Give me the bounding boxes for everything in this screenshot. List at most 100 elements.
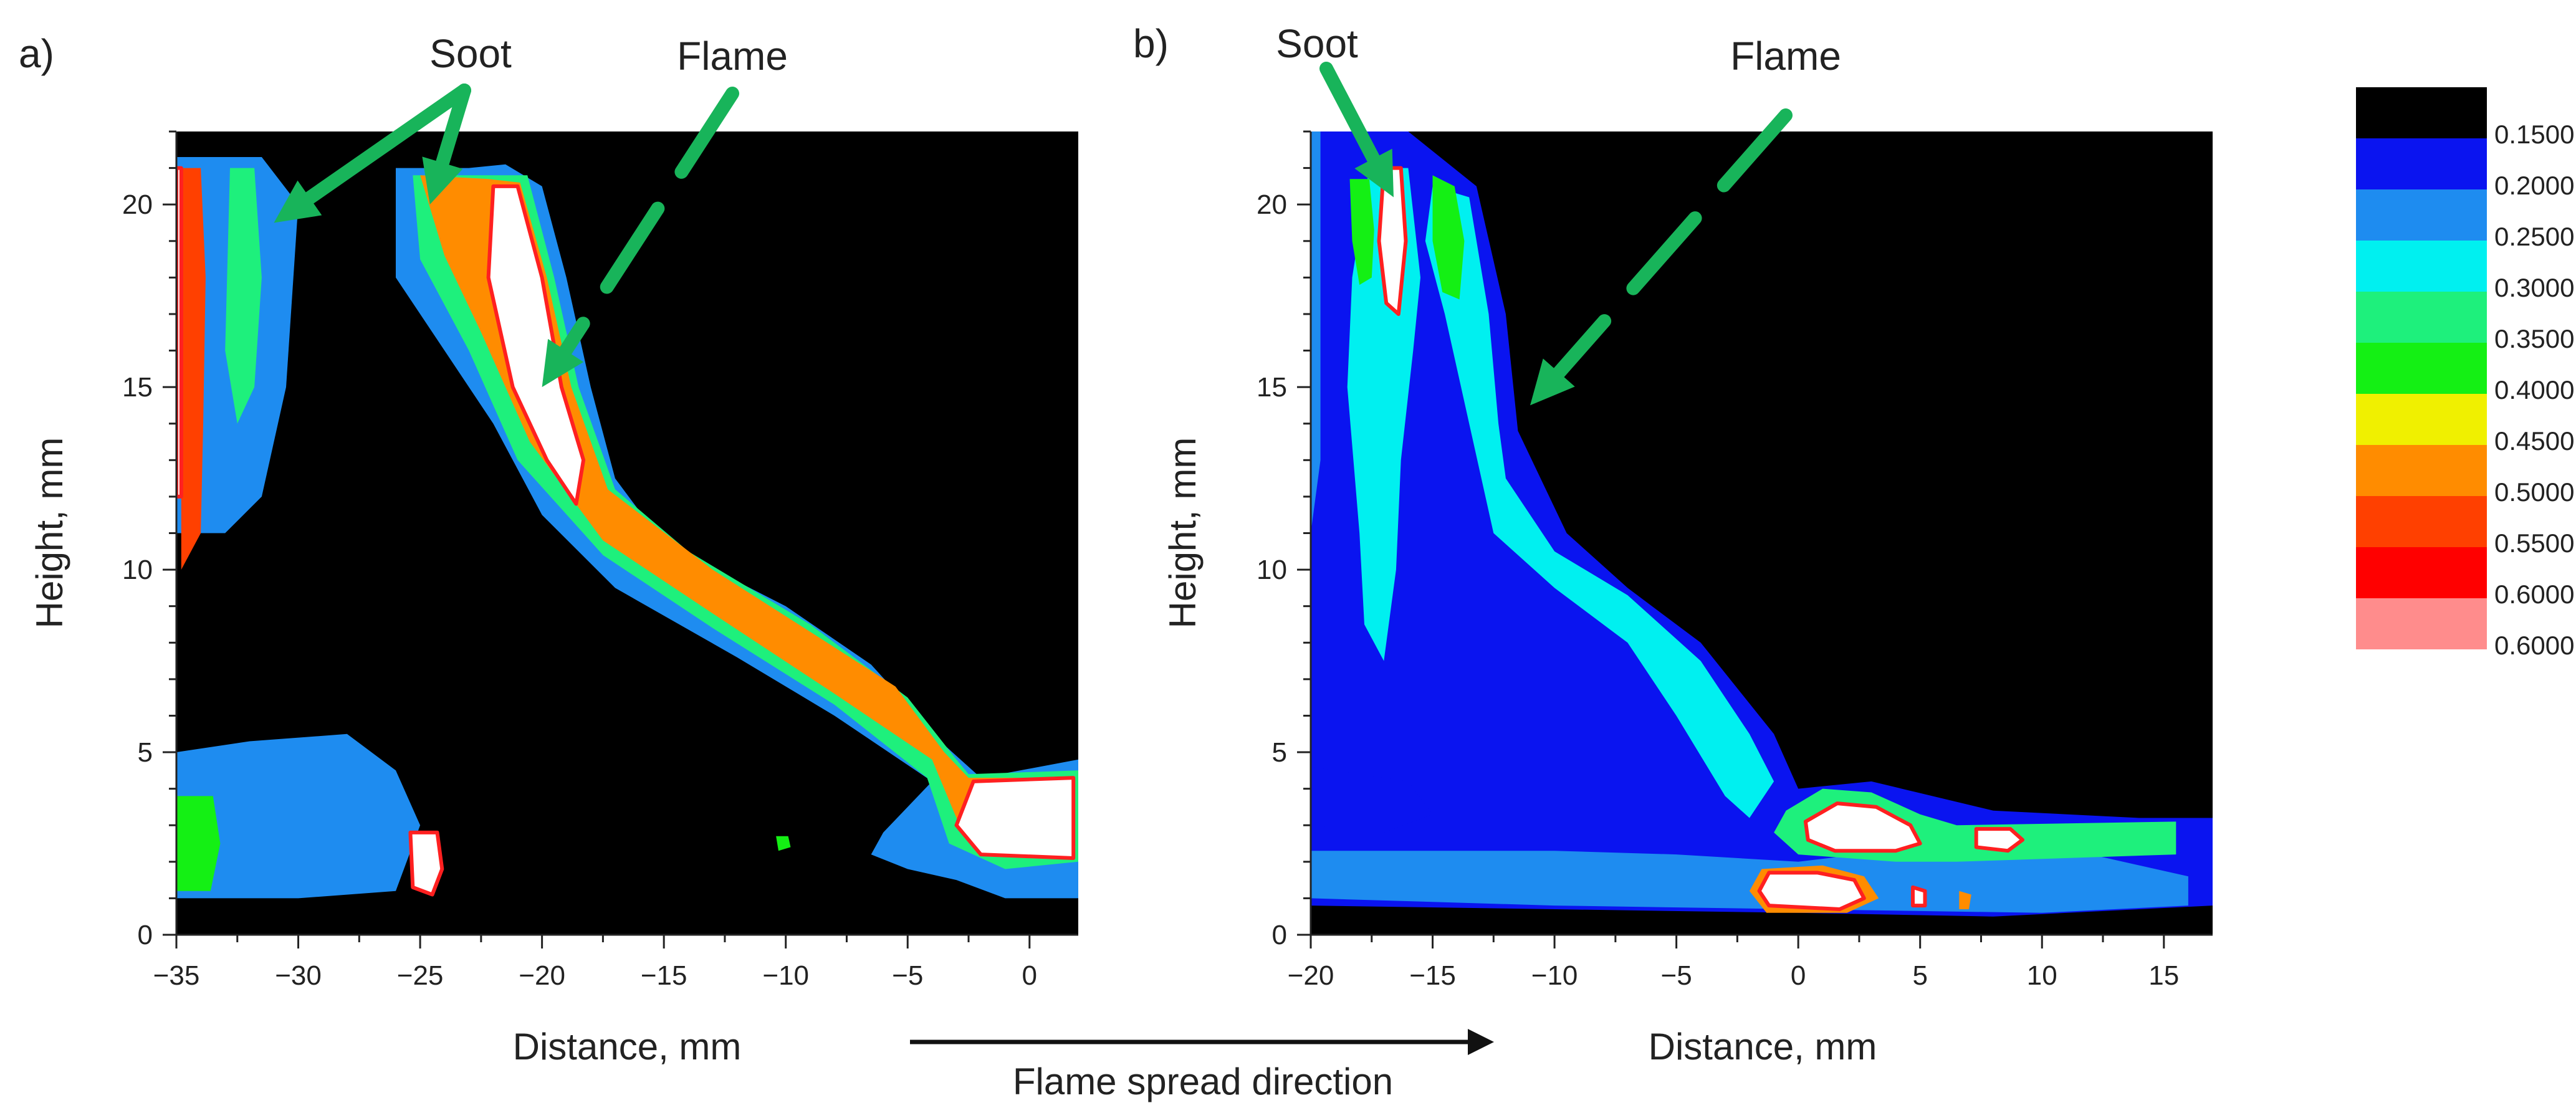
panel-b-y-tick-label-2: 10	[1257, 555, 1287, 585]
colorbar-swatch-7	[2356, 445, 2487, 496]
colorbar-label-3: 0.3000	[2494, 273, 2574, 302]
panel-b-region-15	[1959, 891, 1971, 909]
colorbar-swatch-1	[2356, 138, 2487, 189]
colorbar-swatch-4	[2356, 292, 2487, 343]
panel-a-annotation-arrowhead-1	[422, 156, 463, 205]
panel-a-region-9	[176, 733, 421, 899]
panel-a-x-tick-label-7: 0	[1022, 960, 1037, 991]
panel-a-x-tick-label-3: −20	[519, 960, 565, 991]
colorbar-swatch-6	[2356, 394, 2487, 445]
panel-b-region-10	[1803, 801, 1922, 853]
panel-a-x-tick-label-4: −15	[641, 960, 687, 991]
panel-a-annotation-flame: Flame	[677, 34, 788, 79]
colorbar-swatch-9	[2356, 547, 2487, 598]
colorbar-label-8: 0.5500	[2494, 528, 2574, 558]
panel-a-ticks: −35 −30 −25 −20 −15 −10 −5 0 0 5 10 15 20	[122, 130, 1037, 991]
panel-a-x-tick-label-1: −30	[275, 960, 322, 991]
colorbar-swatch-10	[2356, 598, 2487, 649]
panel-b-annotation-arrowhead-0	[1354, 148, 1394, 198]
panel-b-region-14	[1911, 885, 1927, 908]
panel-a-region-5	[181, 168, 206, 570]
colorbar-swatch-2	[2356, 189, 2487, 241]
panel-b-x-tick-label-6: 10	[2027, 960, 2057, 991]
panel-b-y-tick-label-3: 15	[1257, 372, 1287, 403]
panel-a-region-4	[954, 776, 1076, 860]
panel-a-x-tick-label-5: −10	[762, 960, 809, 991]
colorbar-swatch-0	[2356, 87, 2487, 138]
panel-a-region-11	[408, 830, 444, 897]
panel-b-xlabel: Distance, mm	[1649, 1026, 1877, 1068]
panel-a-y-tick-label-2: 10	[122, 555, 153, 585]
panel-b-region-2	[1425, 186, 1774, 818]
panel-a-region-8	[225, 168, 262, 424]
panel-a-annotations	[274, 84, 739, 388]
panel-b-label: b)	[1133, 21, 1169, 66]
panel-a-y-tick-label-4: 20	[122, 189, 153, 220]
colorbar-swatch-3	[2356, 241, 2487, 292]
colorbar: 0.1500 0.2000 0.2500 0.3000 0.3500 0.4000 0.45…	[2356, 87, 2574, 660]
panel-b-y-tick-label-1: 5	[1272, 737, 1287, 768]
flame-spread-caption: Flame spread direction	[1013, 1061, 1393, 1102]
panel-a-region-10	[176, 796, 221, 891]
panel-b-x-tick-label-3: −5	[1661, 960, 1692, 991]
panel-a-annotation-arrowhead-0	[274, 180, 322, 223]
panel-b-region-0	[1311, 131, 2213, 917]
panel-b: b) −20 −15 −10 −5 0 5 10 15 0 5 10 15 20 Distance, m…	[1133, 21, 2213, 1068]
panel-a-annotation-arrow-0	[302, 84, 471, 205]
panel-b-annotation-arrowhead-1	[1530, 358, 1575, 406]
panel-a-x-tick-label-6: −5	[892, 960, 923, 991]
panel-b-region-6	[1311, 131, 1321, 533]
panel-a-annotation-arrow-1	[435, 84, 471, 170]
panel-b-x-tick-label-0: −20	[1288, 960, 1334, 991]
panel-b-annotations	[1319, 62, 1793, 406]
panel-b-y-tick-label-4: 20	[1257, 189, 1287, 220]
panel-b-region-13	[1974, 827, 2024, 853]
colorbar-label-2: 0.2500	[2494, 222, 2574, 251]
panel-a-region-6	[176, 166, 183, 499]
panel-b-region-4	[1349, 179, 1374, 285]
panel-a-region-3	[486, 184, 586, 506]
flame-spread-direction: Flame spread direction	[910, 1029, 1494, 1102]
panel-a-y-tick-label-3: 15	[122, 372, 153, 403]
panel-a-region-12	[776, 836, 791, 851]
colorbar-swatch-5	[2356, 343, 2487, 394]
panel-b-ylabel: Height, mm	[1162, 437, 1204, 629]
panel-b-annotation-arrow-1	[1552, 108, 1793, 380]
panel-a-y-tick-label-1: 5	[138, 737, 153, 768]
colorbar-label-7: 0.5000	[2494, 477, 2574, 507]
colorbar-label-6: 0.4500	[2494, 426, 2574, 456]
colorbar-label-1: 0.2000	[2494, 171, 2574, 200]
panel-a-annotation-soot: Soot	[429, 31, 512, 76]
panel-b-x-tick-label-4: 0	[1791, 960, 1806, 991]
panel-b-annotation-flame: Flame	[1730, 34, 1841, 79]
colorbar-label-5: 0.4000	[2494, 375, 2574, 404]
panel-a-x-tick-label-0: −35	[153, 960, 200, 991]
colorbar-label-4: 0.3500	[2494, 324, 2574, 353]
panel-b-region-12	[1757, 871, 1866, 911]
panel-a: a) −35 −30 −25 −20 −15 −10 −5 0 0 5 10 15 20 Distanc…	[19, 31, 1078, 1068]
panel-b-annotation-soot: Soot	[1276, 21, 1358, 66]
panel-b-ticks: −20 −15 −10 −5 0 5 10 15 0 5 10 15 20	[1257, 130, 2179, 991]
panel-b-region-7	[1311, 767, 1433, 833]
colorbar-label-0: 0.1500	[2494, 120, 2574, 149]
panel-b-y-tick-label-0: 0	[1272, 920, 1287, 950]
panel-a-y-tick-label-0: 0	[138, 920, 153, 950]
colorbar-label-10: 0.6000	[2494, 631, 2574, 660]
panel-b-x-tick-label-1: −15	[1409, 960, 1456, 991]
colorbar-swatch-8	[2356, 496, 2487, 547]
panel-a-annotation-arrowhead-2	[542, 338, 584, 388]
panel-b-region-5	[1377, 166, 1408, 316]
panel-a-ylabel: Height, mm	[29, 437, 70, 629]
panel-a-annotation-arrow-2	[558, 87, 739, 358]
panel-b-x-tick-label-7: 15	[2148, 960, 2179, 991]
panel-b-x-tick-label-2: −10	[1531, 960, 1578, 991]
colorbar-label-9: 0.6000	[2494, 580, 2574, 609]
panel-b-annotation-arrow-0	[1319, 62, 1381, 166]
panel-b-heatmap	[1311, 131, 2213, 917]
panel-b-region-3	[1432, 175, 1465, 300]
panel-a-xlabel: Distance, mm	[513, 1026, 742, 1068]
panel-a-x-tick-label-2: −25	[397, 960, 444, 991]
panel-b-x-tick-label-5: 5	[1912, 960, 1927, 991]
panel-a-label: a)	[19, 31, 54, 76]
